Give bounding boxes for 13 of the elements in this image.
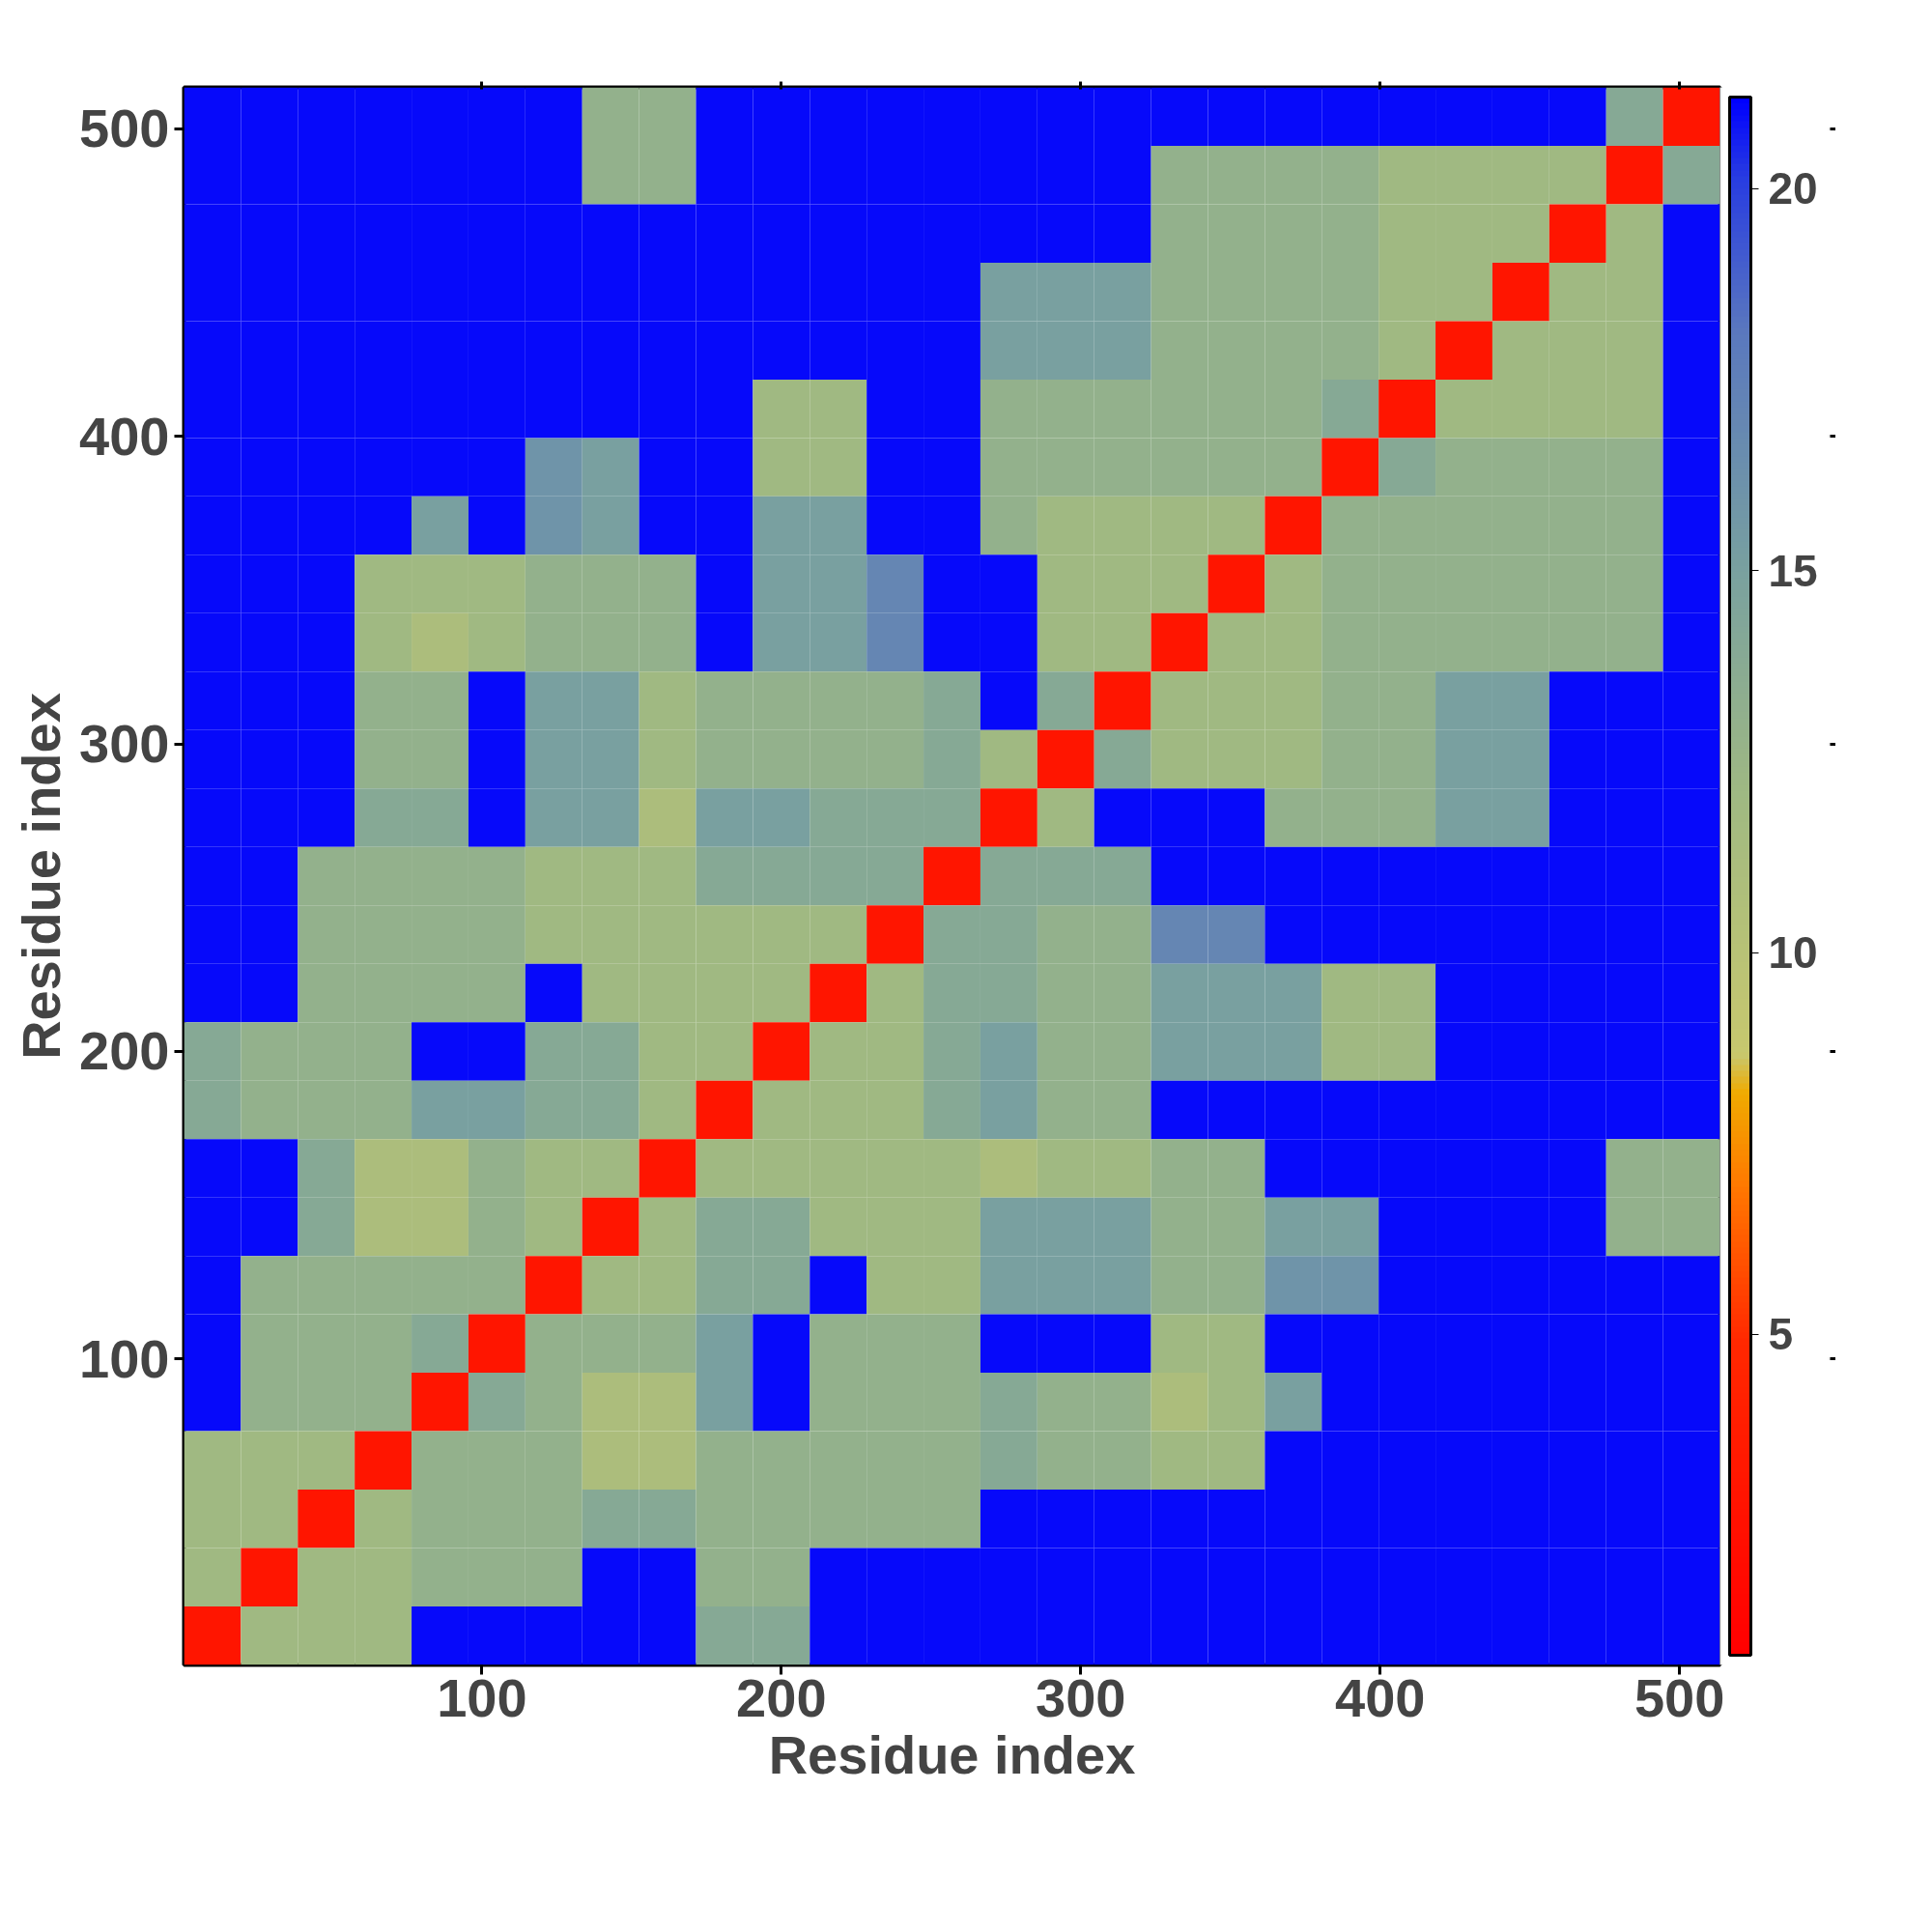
x-tick-label: 500 xyxy=(1634,1666,1725,1728)
y-tick-label: 200 xyxy=(79,1020,170,1082)
y-tick-label: 500 xyxy=(79,98,170,159)
x-tick-label: 400 xyxy=(1335,1666,1426,1728)
y-tick-label: 400 xyxy=(79,405,170,467)
color-bar-label: 5 xyxy=(1768,1309,1794,1360)
y-tick-label: 100 xyxy=(79,1327,170,1389)
color-bar-label: 15 xyxy=(1768,545,1818,596)
y-axis-title: Residue index xyxy=(11,693,72,1060)
color-bar-label: 10 xyxy=(1768,927,1818,979)
x-tick-label: 100 xyxy=(437,1666,527,1728)
y-tick-label: 300 xyxy=(79,713,170,775)
color-bar-label: 20 xyxy=(1768,163,1818,214)
